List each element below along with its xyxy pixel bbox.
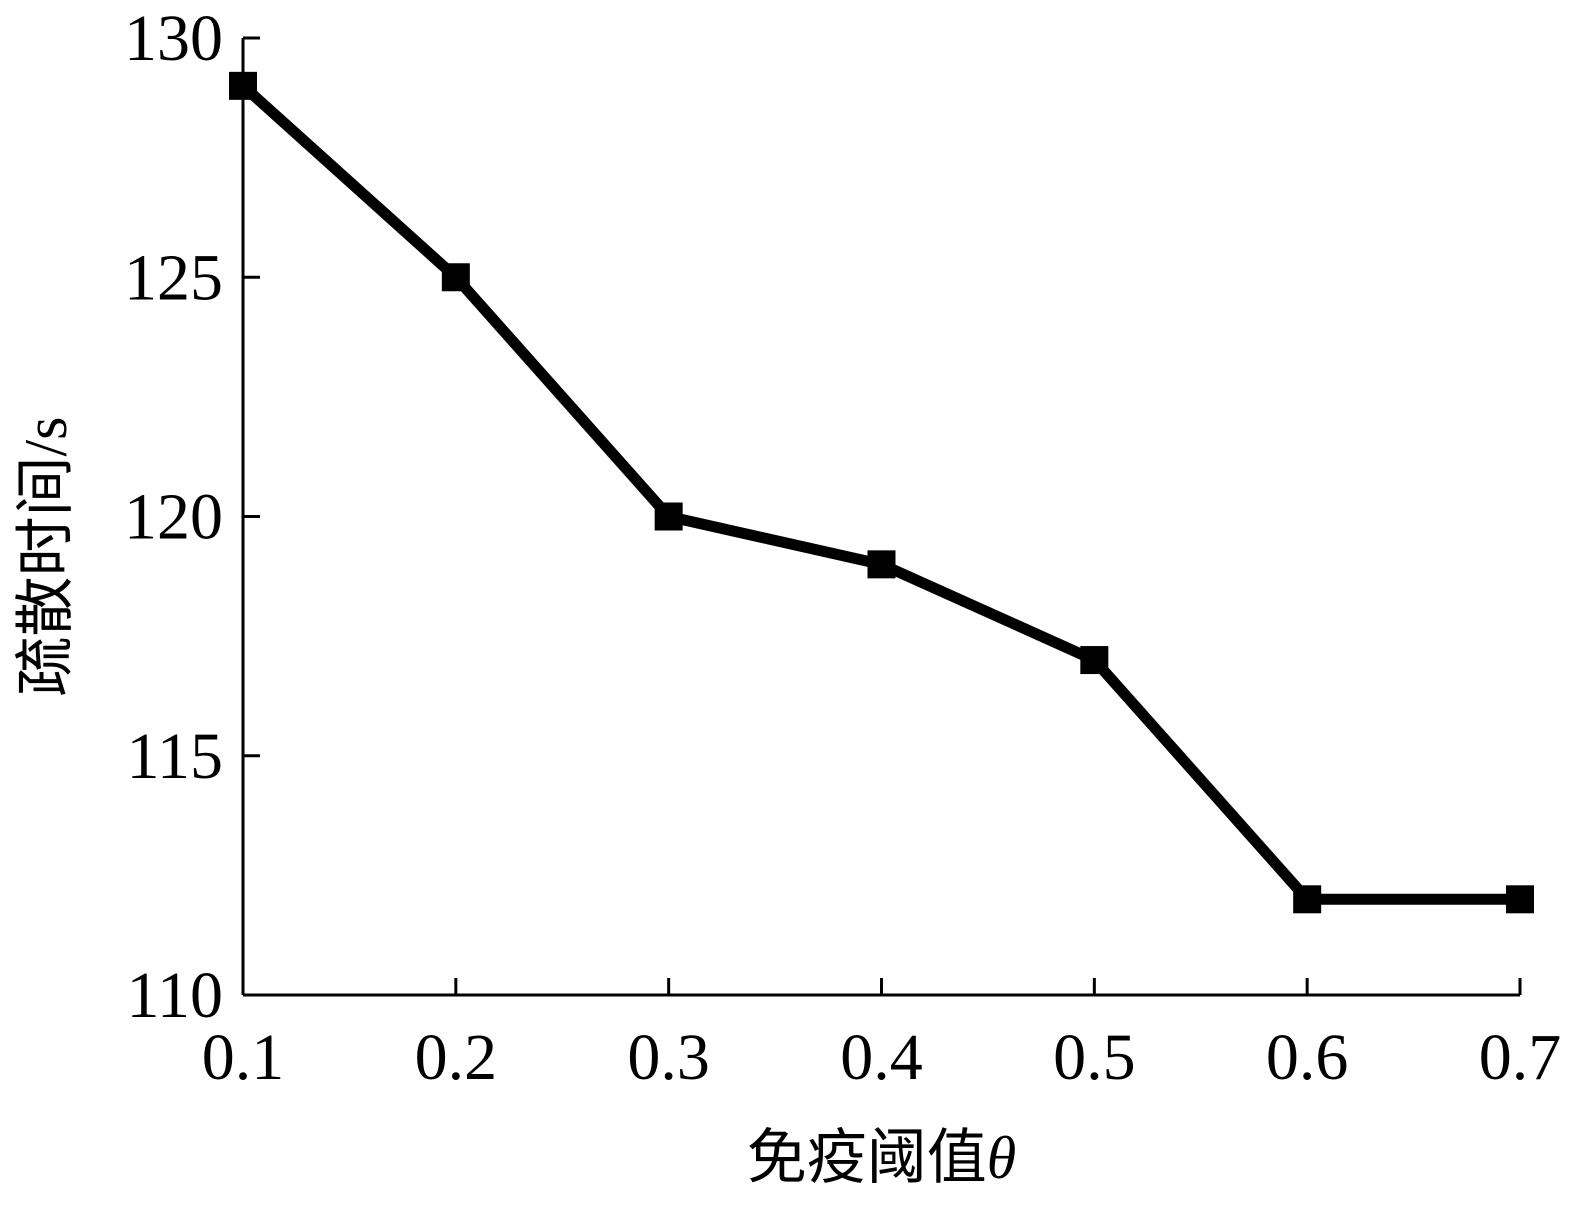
x-axis-title: 免疫阈值θ — [747, 1125, 1016, 1191]
x-axis-title-text: 免疫阈值 — [747, 1125, 987, 1191]
x-tick-label: 0.3 — [627, 1021, 710, 1094]
x-tick-label: 0.6 — [1266, 1021, 1349, 1094]
series-line — [239, 81, 1520, 905]
y-tick-label: 110 — [126, 959, 223, 1032]
labels-layer: 免疫阈值θ 疏散时间/s — [13, 416, 1016, 1191]
x-tick-label: 0.5 — [1053, 1021, 1136, 1094]
y-tick-label: 125 — [124, 241, 223, 314]
data-point-marker — [654, 502, 683, 531]
y-tick-label: 120 — [124, 481, 223, 554]
data-point-marker — [1293, 885, 1322, 914]
x-tick-label: 0.1 — [202, 1021, 285, 1094]
data-point-marker — [229, 71, 257, 100]
x-axis-title-symbol: θ — [987, 1125, 1016, 1191]
y-tick-label: 115 — [126, 720, 223, 793]
y-axis-title: 疏散时间/s — [13, 416, 79, 696]
x-tick-label: 0.4 — [840, 1021, 923, 1094]
x-tick-label: 0.7 — [1479, 1021, 1562, 1094]
data-point-marker — [867, 550, 896, 579]
x-tick-label: 0.2 — [415, 1021, 498, 1094]
data-point-marker — [1506, 885, 1534, 914]
data-point-marker — [1080, 646, 1109, 675]
series-layer — [229, 71, 1534, 914]
axes: 110 115 120 125 130 0.1 0.2 0.3 0.4 0.5 0.6 0.7 — [124, 2, 1561, 1094]
y-tick-label: 130 — [124, 2, 223, 75]
data-point-marker — [441, 263, 470, 292]
